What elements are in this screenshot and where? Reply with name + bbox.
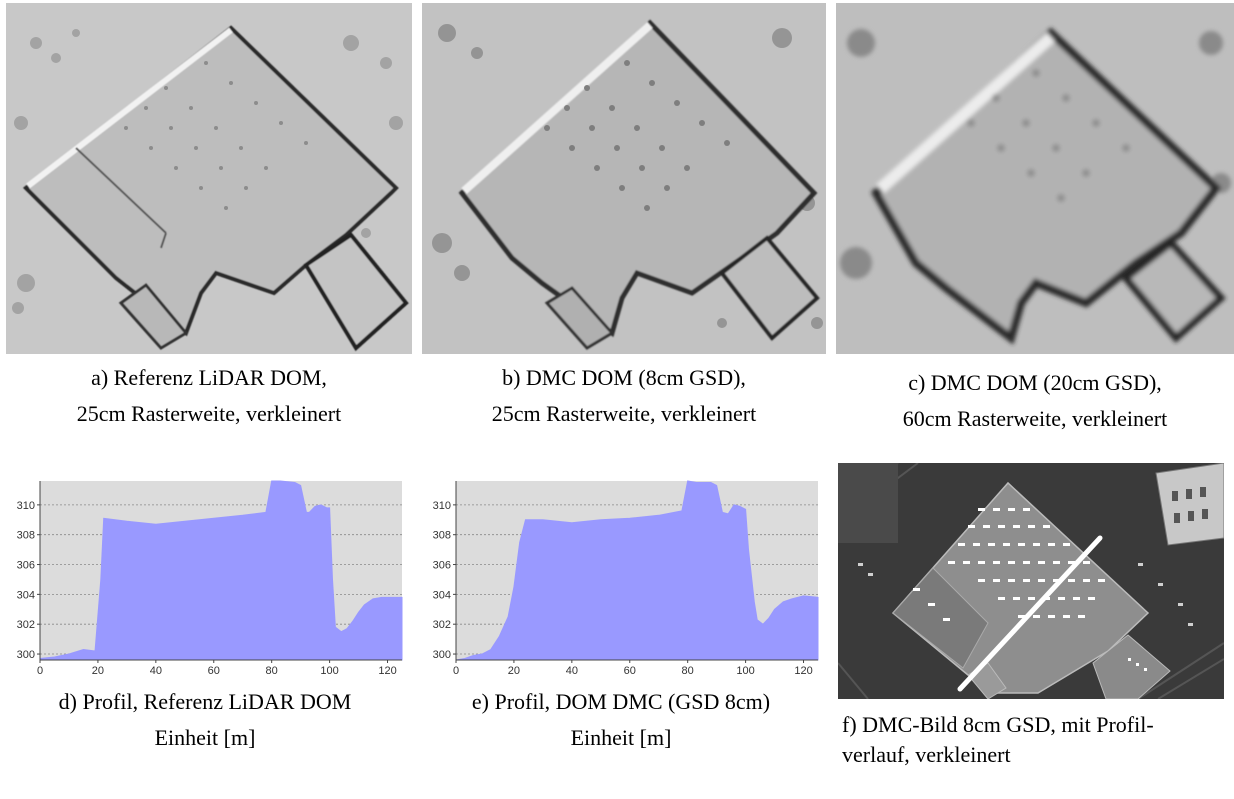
caption-b: b) DMC DOM (8cm GSD), 25cm Rasterweite, …	[422, 360, 826, 432]
caption-a: a) Referenz LiDAR DOM, 25cm Rasterweite,…	[6, 360, 412, 432]
y-tick-label: 300	[17, 649, 35, 661]
caption-e-line2: Einheit [m]	[570, 725, 672, 750]
y-tick-label: 302	[433, 619, 451, 631]
caption-c-line2: 60cm Rasterweite, verkleinert	[902, 406, 1168, 431]
y-tick-label: 310	[17, 500, 35, 512]
caption-c: c) DMC DOM (20cm GSD), 60cm Rasterweite,…	[836, 365, 1234, 437]
profile-chart-dmc: 300 302 304 306 308 310 0 20 40 60 80 100 120	[433, 480, 819, 677]
y-tick-label: 302	[17, 619, 35, 631]
profile-area	[39, 480, 403, 661]
panel-a-lidar-dom-image	[6, 3, 412, 354]
x-tick-label: 60	[208, 665, 220, 677]
x-tick-label: 0	[37, 665, 43, 677]
caption-c-line1: c) DMC DOM (20cm GSD),	[908, 370, 1162, 395]
caption-a-line2: 25cm Rasterweite, verkleinert	[76, 401, 342, 426]
caption-d: d) Profil, Referenz LiDAR DOM Einheit [m…	[4, 684, 406, 756]
x-tick-label: 20	[92, 665, 104, 677]
profile-chart-lidar: 300 302 304 306 308 310 0 20 40 60 80 100 120	[17, 480, 403, 677]
profile-line	[957, 535, 1103, 692]
y-tick-label: 306	[433, 560, 451, 572]
caption-f: f) DMC-Bild 8cm GSD, mit Profil- verlauf…	[842, 710, 1232, 770]
x-tick-label: 100	[320, 665, 338, 677]
caption-b-line1: b) DMC DOM (8cm GSD),	[502, 365, 746, 390]
profile-area	[455, 480, 819, 661]
x-tick-label: 40	[150, 665, 162, 677]
x-tick-label: 20	[508, 665, 520, 677]
y-tick-label: 310	[433, 500, 451, 512]
x-tick-label: 40	[566, 665, 578, 677]
y-tick-label: 308	[433, 530, 451, 542]
y-tick-label: 304	[17, 589, 35, 601]
y-tick-label: 306	[17, 560, 35, 572]
x-tick-label: 80	[682, 665, 694, 677]
x-tick-label: 60	[624, 665, 636, 677]
caption-d-line1: d) Profil, Referenz LiDAR DOM	[58, 689, 352, 714]
y-tick-label: 308	[17, 530, 35, 542]
y-tick-label: 304	[433, 589, 451, 601]
y-tick-label: 300	[433, 649, 451, 661]
caption-a-line1: a) Referenz LiDAR DOM,	[91, 365, 327, 390]
caption-e: e) Profil, DOM DMC (GSD 8cm) Einheit [m]	[420, 684, 822, 756]
x-tick-label: 120	[378, 665, 396, 677]
x-tick-label: 120	[794, 665, 812, 677]
caption-e-line1: e) Profil, DOM DMC (GSD 8cm)	[471, 689, 771, 714]
panel-f-aerial-photo	[838, 463, 1224, 699]
caption-f-line2: verlauf, verkleinert	[842, 742, 1011, 767]
caption-b-line2: 25cm Rasterweite, verkleinert	[491, 401, 757, 426]
x-tick-label: 100	[736, 665, 754, 677]
caption-d-line2: Einheit [m]	[154, 725, 256, 750]
x-tick-label: 0	[453, 665, 459, 677]
caption-f-line1: f) DMC-Bild 8cm GSD, mit Profil-	[842, 712, 1154, 737]
panel-b-dmc-dom-8cm-image	[422, 3, 826, 354]
panel-c-dmc-dom-20cm-image	[836, 3, 1234, 354]
x-tick-label: 80	[266, 665, 278, 677]
